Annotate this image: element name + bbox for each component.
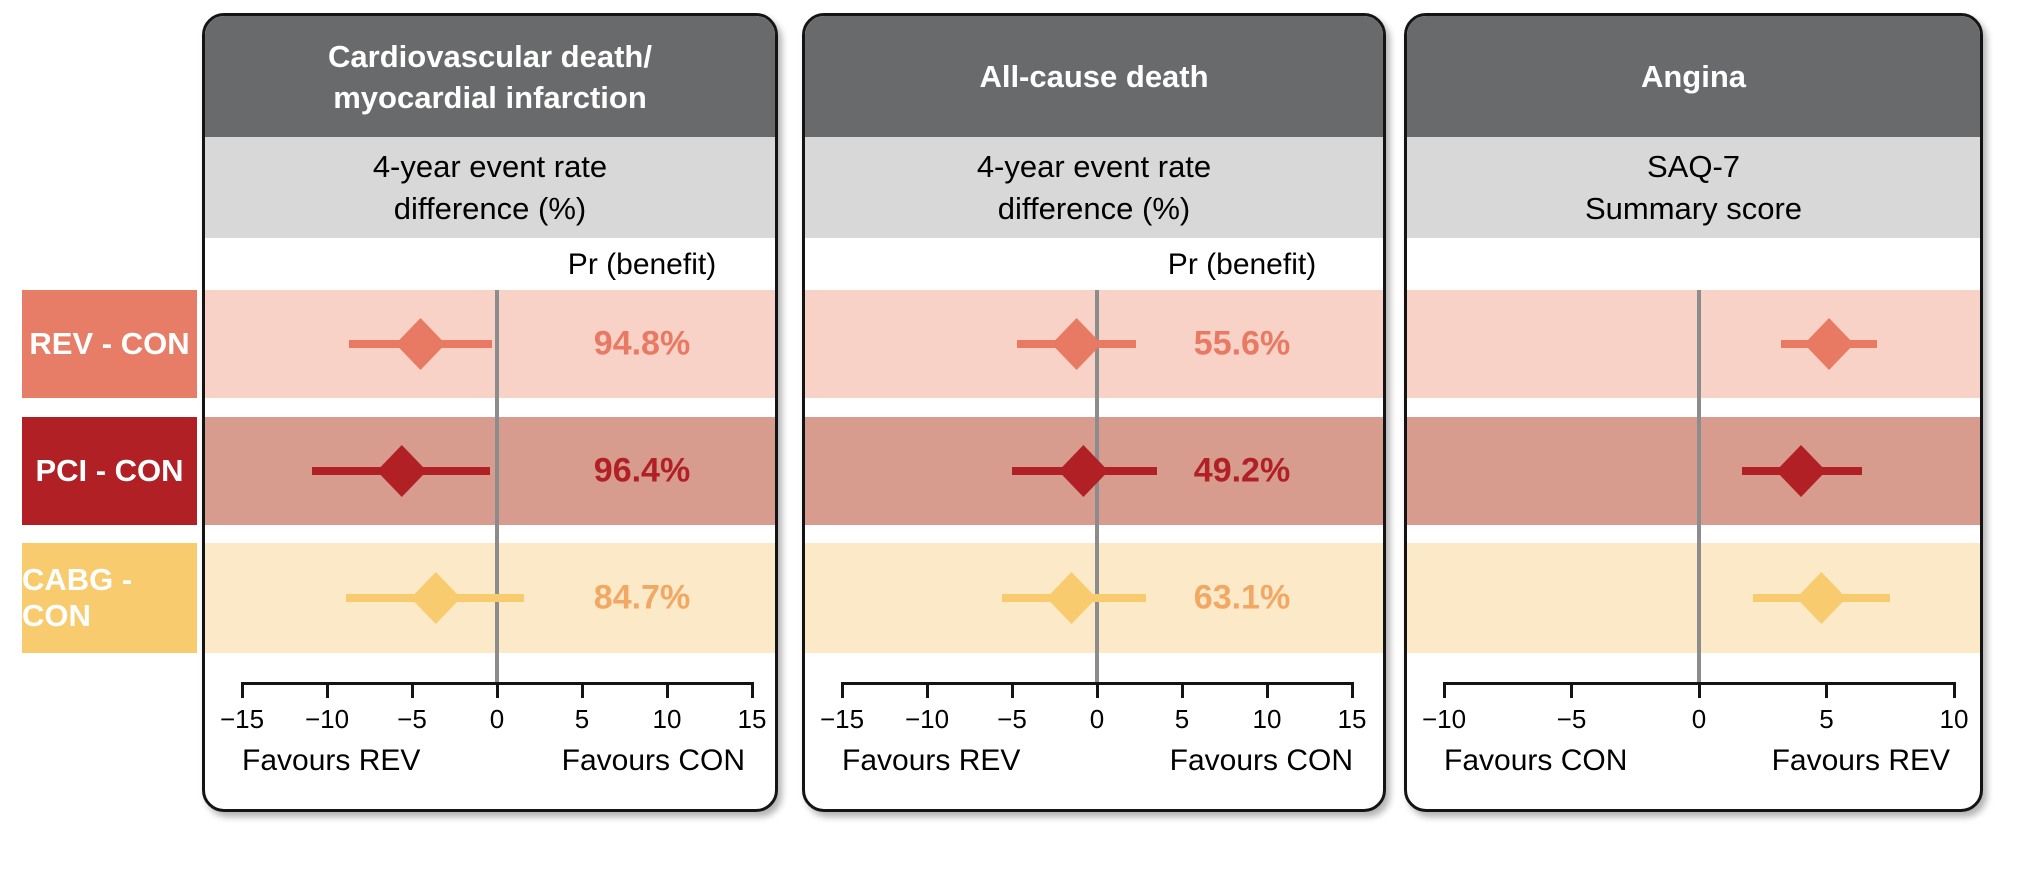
panel-subtitle-line2: Summary score: [1584, 190, 1803, 226]
axis-tick: [325, 682, 329, 698]
axis-tick-label: 5: [1819, 704, 1834, 734]
row-band-rev: [1407, 290, 1980, 398]
axis-tick: [925, 682, 929, 698]
axis-tick: [665, 682, 669, 698]
axis-tick: [1265, 682, 1269, 698]
pr-benefit-column-header: Pr (benefit): [1167, 248, 1317, 281]
axis-tick-label: −5: [397, 704, 427, 734]
panel-cardiovascular-death-mi: Cardiovascular death/ myocardial infarct…: [202, 13, 778, 812]
axis-tick-label: −5: [997, 704, 1027, 734]
favours-left-label: Favours REV: [242, 744, 421, 777]
panel-title: Cardiovascular death/ myocardial infarct…: [205, 16, 775, 137]
pr-benefit-value-cabg: 84.7%: [593, 578, 691, 617]
favours-right-label: Favours CON: [1169, 744, 1353, 777]
axis-tick: [1180, 682, 1184, 698]
panel-title: Angina: [1407, 16, 1980, 137]
pr-benefit-value-rev: 55.6%: [1193, 324, 1291, 363]
axis-tick-label: 5: [1174, 704, 1190, 734]
panel-subtitle-line1: 4-year event rate: [976, 148, 1212, 184]
axis-tick: [1697, 682, 1701, 698]
axis-tick-label: 0: [489, 704, 505, 734]
axis-tick: [840, 682, 844, 698]
pr-benefit-column-header: Pr (benefit): [567, 248, 717, 281]
axis-tick: [580, 682, 584, 698]
favours-left-label: Favours CON: [1444, 744, 1628, 777]
axis-tick-label: 10: [1939, 704, 1969, 734]
panel-subtitle-line2: difference (%): [997, 190, 1191, 226]
axis-tick: [1570, 682, 1573, 698]
axis-tick: [1952, 682, 1956, 698]
pr-benefit-value-pci: 96.4%: [593, 451, 691, 490]
axis-tick: [1010, 682, 1014, 698]
axis-tick-label: 5: [574, 704, 590, 734]
zero-reference-line: [495, 290, 499, 682]
pr-benefit-value-cabg: 63.1%: [1193, 578, 1291, 617]
favours-right-label: Favours CON: [561, 744, 745, 777]
axis-tick: [1825, 682, 1828, 698]
zero-reference-line: [1697, 290, 1701, 682]
panel-subtitle: SAQ-7 Summary score: [1407, 137, 1980, 238]
axis-tick-label: −10: [304, 704, 350, 734]
axis-tick: [240, 682, 244, 698]
panel-title-line1: Angina: [1640, 59, 1747, 94]
panel-title: All-cause death: [805, 16, 1383, 137]
axis-tick: [750, 682, 754, 698]
axis-tick-label: −10: [904, 704, 950, 734]
x-axis-line: [242, 682, 752, 685]
axis-tick-label: −15: [219, 704, 265, 734]
row-band-cabg: [1407, 543, 1980, 653]
axis-tick-label: −10: [1421, 704, 1467, 734]
axis-tick-label: 15: [1337, 704, 1367, 734]
panel-title-line2: myocardial infarction: [333, 79, 647, 115]
axis-tick: [1442, 682, 1446, 698]
row-label-pci-con: PCI - CON: [22, 417, 197, 525]
axis-tick: [1095, 682, 1099, 698]
panel-subtitle-line2: difference (%): [393, 190, 587, 226]
axis-tick-label: 0: [1691, 704, 1707, 734]
panel-subtitle-line1: SAQ-7: [1646, 148, 1741, 184]
panel-title-line1: All-cause death: [979, 59, 1209, 94]
pr-benefit-value-pci: 49.2%: [1193, 451, 1291, 490]
axis-tick-label: −5: [1556, 704, 1587, 734]
x-axis-line: [842, 682, 1352, 685]
row-label-rev-con: REV - CON: [22, 290, 197, 398]
panel-all-cause-death: All-cause death 4-year event rate differ…: [802, 13, 1386, 812]
axis-tick: [410, 682, 414, 698]
axis-tick-label: 0: [1089, 704, 1105, 734]
panel-subtitle-line1: 4-year event rate: [372, 148, 608, 184]
row-band-pci: [1407, 417, 1980, 525]
axis-tick-label: 15: [737, 704, 767, 734]
panel-subtitle: 4-year event rate difference (%): [805, 137, 1383, 238]
axis-tick-label: −15: [819, 704, 865, 734]
favours-left-label: Favours REV: [842, 744, 1021, 777]
zero-reference-line: [1095, 290, 1099, 682]
pr-benefit-value-rev: 94.8%: [593, 324, 691, 363]
axis-tick-label: 10: [1252, 704, 1282, 734]
row-label-cabg-con: CABG - CON: [22, 543, 197, 653]
x-axis-line: [1444, 682, 1954, 685]
favours-right-label: Favours REV: [1771, 744, 1950, 777]
axis-tick-label: 10: [652, 704, 682, 734]
panel-angina: Angina SAQ-7 Summary score −10 −5 0 5 10 Fav…: [1404, 13, 1983, 812]
axis-tick: [495, 682, 499, 698]
panel-title-line1: Cardiovascular death/: [328, 38, 652, 74]
panel-subtitle: 4-year event rate difference (%): [205, 137, 775, 238]
axis-tick: [1350, 682, 1354, 698]
